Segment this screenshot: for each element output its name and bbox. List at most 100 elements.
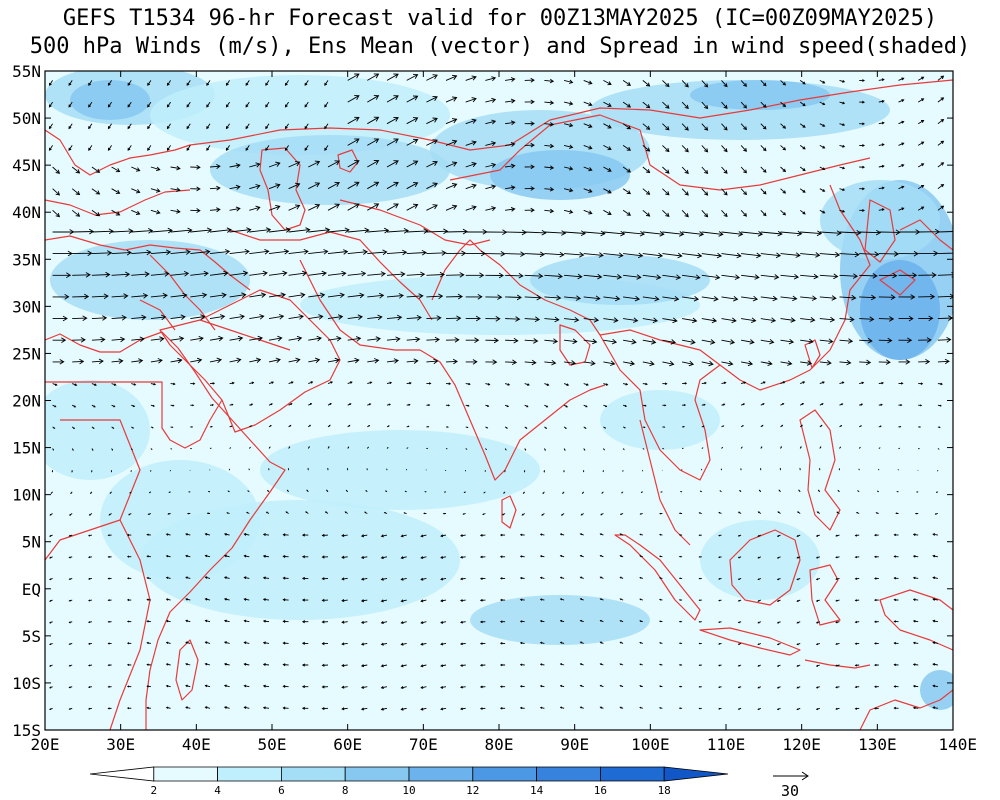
wind-vector — [327, 249, 349, 255]
wind-vector — [445, 426, 449, 428]
wind-vector — [544, 426, 548, 429]
wind-vector — [243, 597, 250, 601]
wind-vector — [563, 404, 569, 408]
wind-vector — [111, 404, 116, 408]
wind-vector — [327, 467, 329, 471]
wind-vector — [917, 163, 925, 168]
wind-vector — [229, 335, 244, 342]
wind-vector — [917, 206, 925, 211]
wind-vector — [519, 533, 525, 537]
wind-vector — [282, 684, 289, 688]
wind-vector — [209, 314, 226, 320]
wind-vector — [406, 249, 427, 256]
wind-vector — [223, 641, 230, 644]
wind-vector — [327, 270, 347, 277]
wind-vector — [721, 360, 734, 367]
wind-vector — [49, 621, 53, 624]
wind-vector — [776, 599, 781, 602]
wind-vector — [127, 101, 132, 108]
wind-vector — [165, 619, 171, 623]
wind-vector — [898, 272, 918, 279]
wind-vector — [505, 77, 516, 82]
lat-label: 40N — [12, 203, 41, 222]
wind-vector — [623, 382, 629, 386]
wind-vector — [49, 642, 53, 646]
wind-vector — [308, 335, 322, 342]
wind-vector — [893, 685, 899, 688]
wind-vector — [485, 97, 497, 103]
wind-vector — [69, 513, 73, 516]
wind-vector — [185, 576, 191, 579]
wind-vector — [859, 165, 865, 169]
wind-vector — [776, 556, 781, 559]
lat-label: 5S — [22, 627, 41, 646]
wind-vector — [701, 274, 721, 280]
wind-vector — [819, 316, 836, 323]
black-sea-region — [45, 189, 191, 216]
wind-vector — [301, 685, 309, 689]
wind-vector — [483, 491, 486, 494]
wind-vector — [859, 337, 873, 344]
wind-vector — [308, 424, 311, 428]
wind-vector — [229, 381, 235, 385]
wind-vector — [760, 188, 767, 195]
wind-vector — [583, 426, 587, 429]
wind-vector — [504, 448, 507, 451]
wind-vector — [72, 383, 78, 386]
wind-vector — [52, 188, 61, 196]
wind-vector — [539, 555, 545, 558]
wind-vector — [262, 619, 270, 623]
wind-vector — [440, 534, 447, 538]
wind-vector — [854, 577, 860, 580]
wind-vector — [563, 101, 574, 106]
wind-vector — [776, 642, 781, 646]
wind-vector — [718, 686, 722, 689]
coastlines-borders — [45, 79, 953, 730]
wind-vector — [150, 271, 170, 277]
wind-vector — [780, 252, 801, 258]
wind-vector — [204, 597, 211, 601]
wind-vector — [465, 426, 469, 429]
wind-vector — [91, 404, 96, 408]
wind-vector — [580, 513, 584, 516]
wind-vector — [718, 556, 722, 559]
wind-vector — [760, 123, 767, 130]
wind-vector — [406, 228, 429, 234]
wind-vector — [698, 707, 702, 710]
wind-vector — [937, 231, 953, 233]
wind-vector — [642, 231, 665, 237]
wind-vector — [360, 664, 368, 668]
wind-vector — [815, 534, 820, 537]
madagascar — [175, 639, 199, 701]
wind-vector — [524, 426, 528, 429]
wind-vector — [918, 404, 923, 407]
wind-vector — [893, 706, 899, 710]
wind-vector — [347, 249, 368, 255]
wind-vector — [718, 534, 722, 537]
wind-vector — [839, 79, 846, 83]
wind-vector — [68, 599, 73, 602]
africa-interior-borders-2 — [109, 519, 151, 730]
wind-vector — [367, 95, 380, 103]
wind-vector — [737, 664, 742, 667]
wind-vector — [147, 101, 152, 108]
java — [699, 627, 801, 656]
wind-vector — [68, 534, 73, 537]
wind-vector — [721, 80, 728, 88]
wind-vector — [779, 467, 782, 471]
map-plot-area — [45, 71, 953, 730]
wind-vector — [544, 208, 555, 214]
wind-vector — [111, 228, 134, 234]
wind-vector — [917, 98, 925, 103]
wind-vector — [780, 360, 793, 366]
wind-vector — [130, 448, 133, 451]
wind-vector — [243, 706, 250, 710]
wind-vector — [524, 142, 535, 148]
wind-vector — [859, 187, 866, 191]
wind-vector — [583, 295, 601, 302]
wind-vector — [937, 358, 950, 365]
wind-vector — [321, 620, 329, 624]
wind-vector — [72, 272, 91, 278]
wind-vector — [225, 123, 230, 130]
spread-shade-patch — [530, 255, 710, 305]
